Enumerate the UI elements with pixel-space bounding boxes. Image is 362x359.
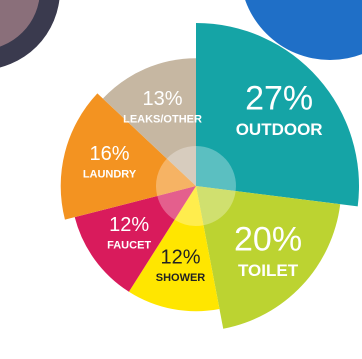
slice-label: SHOWER xyxy=(156,272,206,284)
inner-highlight xyxy=(166,146,196,186)
slice-label: LAUNDRY xyxy=(83,169,137,181)
background-shape xyxy=(0,0,40,47)
inner-highlight xyxy=(156,158,196,196)
slice-label: FAUCET xyxy=(107,239,151,251)
background-shape xyxy=(245,0,362,60)
inner-highlight xyxy=(196,186,236,226)
slice-percent: 16% xyxy=(89,143,129,165)
pie-slice xyxy=(196,186,341,329)
pie-slice xyxy=(60,93,196,220)
inner-highlight xyxy=(196,146,236,192)
slice-percent: 12% xyxy=(160,246,200,268)
slice-percent: 13% xyxy=(143,88,183,110)
slice-label: LEAKS/OTHER xyxy=(123,114,202,126)
pie-slice xyxy=(128,186,220,312)
pie-slice xyxy=(196,23,359,207)
inner-highlight xyxy=(157,186,196,220)
inner-highlight xyxy=(174,186,204,226)
pie-slice xyxy=(74,186,196,292)
slice-percent: 20% xyxy=(234,221,302,259)
slice-percent: 12% xyxy=(109,214,149,236)
pie-slice xyxy=(102,58,196,186)
pie: 27% OUTDOOR 20% TOILET 12% SHOWER 12% FAUCET 16%… xyxy=(60,23,359,329)
slice-label: OUTDOOR xyxy=(236,120,323,139)
slice-percent: 27% xyxy=(245,80,313,118)
slice-label: TOILET xyxy=(238,261,299,280)
